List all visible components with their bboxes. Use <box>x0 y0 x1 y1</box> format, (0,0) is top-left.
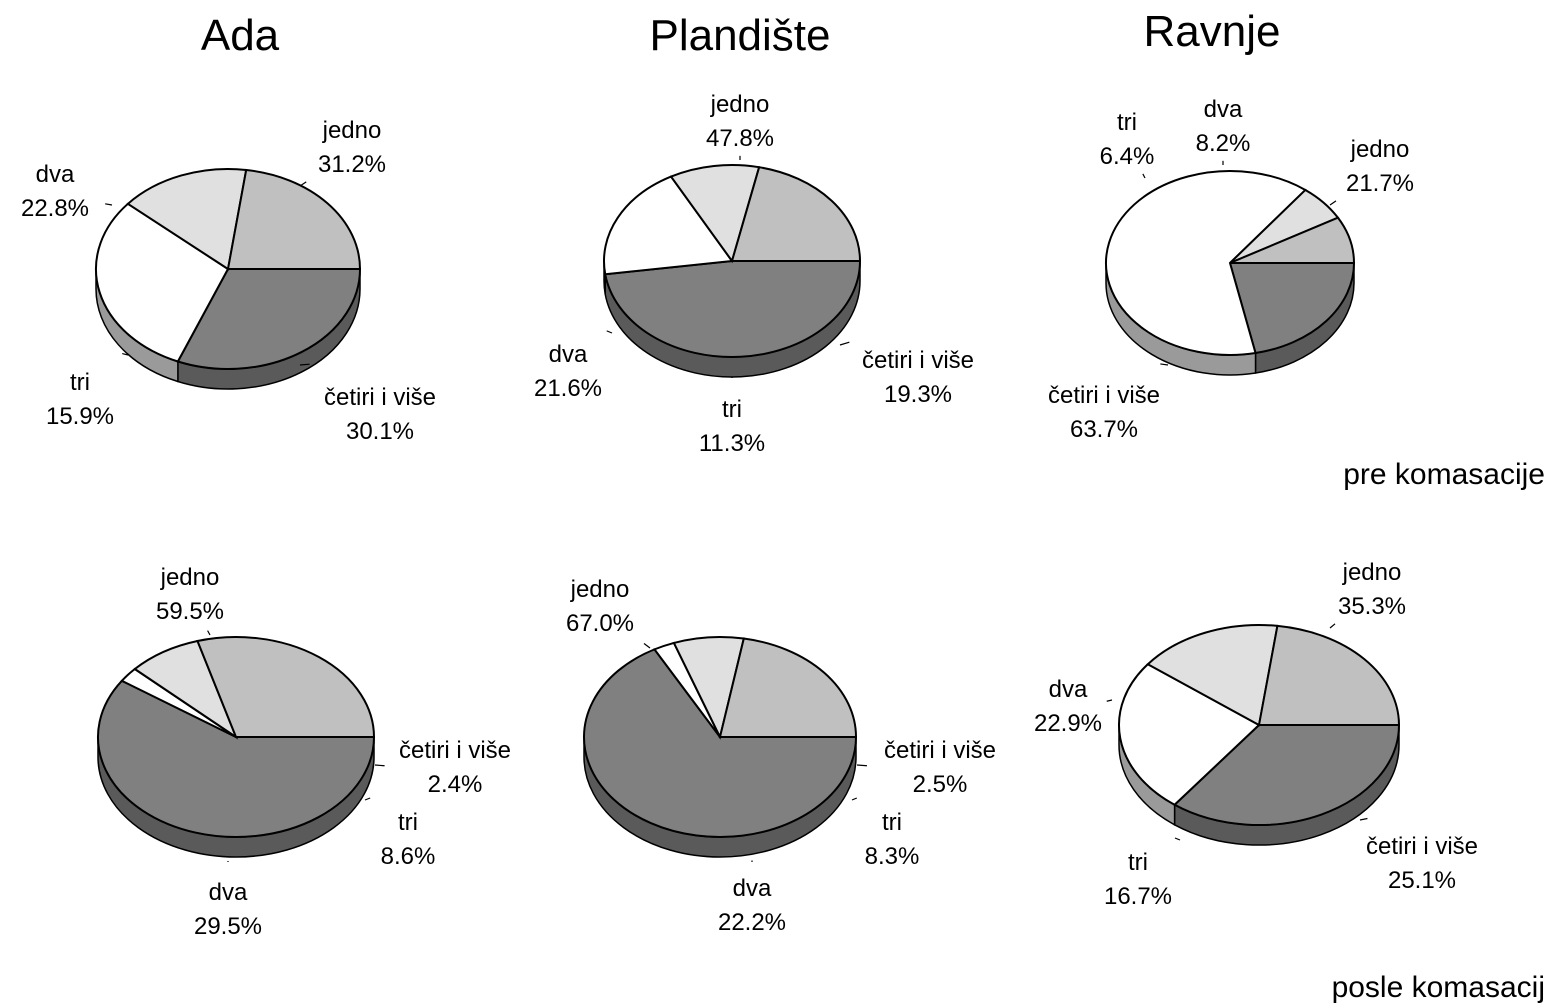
leader-line <box>299 363 310 366</box>
leader-line <box>643 643 651 649</box>
pie-plandite-posle: jedno 67.0% četiri i više 2.5% tri 8.3% dva 22.… <box>566 576 996 936</box>
slice-value-label: 22.8% <box>21 195 89 222</box>
slice-label: jedno <box>710 91 770 118</box>
leader-line <box>105 203 113 206</box>
slice-label: četiri i više <box>1366 833 1478 860</box>
slice-value-label: 30.1% <box>346 418 414 445</box>
slice-value-label: 21.7% <box>1346 170 1414 197</box>
slice-label: dva <box>36 161 75 188</box>
slice-value-label: 63.7% <box>1070 416 1138 443</box>
pie-slice-jedno <box>176 268 362 370</box>
slice-label: jedno <box>160 564 220 591</box>
pie-slice-jedno <box>583 648 858 838</box>
slice-label: dva <box>209 879 248 906</box>
slice-label: tri <box>722 396 742 423</box>
leader-line <box>364 797 371 801</box>
slice-value-label: 29.5% <box>194 913 262 940</box>
slice-label: četiri i više <box>862 347 974 374</box>
leader-line <box>1329 623 1336 629</box>
leader-line <box>851 797 858 801</box>
pie-slice-jedno <box>1228 262 1356 355</box>
slice-label: četiri i više <box>1048 382 1160 409</box>
slice-label: dva <box>549 341 588 368</box>
pie-slice-etiri-i-vie <box>95 202 230 363</box>
slice-value-label: 31.2% <box>318 151 386 178</box>
slice-value-label: 8.6% <box>381 843 436 870</box>
slice-value-label: 59.5% <box>156 598 224 625</box>
pie-ada-posle: jedno 59.5% četiri i više 2.4% tri 8.6% dva 29.… <box>97 564 511 940</box>
pie-slice-etiri-i-vie <box>1104 170 1308 356</box>
leader-line <box>122 353 129 356</box>
pie-ravnje-pre: jedno 21.7% četiri i više 63.7% tri 6.4% dva 8.… <box>1048 96 1414 443</box>
leader-line <box>1142 173 1146 179</box>
leader-line <box>606 330 613 334</box>
pie-slice-jedno <box>604 260 862 358</box>
pie-ravnje-posle: jedno 35.3% četiri i više 25.1% tri 16.7% dva 2… <box>1034 559 1478 910</box>
leader-line <box>839 341 850 346</box>
leader-line <box>207 630 211 636</box>
slice-label: četiri i više <box>399 737 511 764</box>
row-label-posle: posle komasacij <box>1332 971 1545 1004</box>
slice-label: četiri i više <box>324 384 436 411</box>
column-title-ravnje: Ravnje <box>1144 7 1281 56</box>
slice-value-label: 2.4% <box>428 771 483 798</box>
leader-line <box>1160 363 1169 366</box>
pie-slice-dva <box>730 166 862 262</box>
slice-label: dva <box>733 875 772 902</box>
pie-slice-tri <box>1146 624 1279 727</box>
slice-label: tri <box>882 809 902 836</box>
slice-value-label: 8.2% <box>1196 130 1251 157</box>
pie-slice-jedno <box>1172 724 1401 826</box>
pie-slice-dva <box>718 637 858 738</box>
slice-value-label: 2.5% <box>913 771 968 798</box>
slice-label: dva <box>1049 676 1088 703</box>
slice-value-label: 22.9% <box>1034 710 1102 737</box>
pie-slice-tri <box>126 168 248 271</box>
slice-value-label: 22.2% <box>718 909 786 936</box>
slice-value-label: 11.3% <box>699 430 765 457</box>
slice-label: jedno <box>1342 559 1402 586</box>
slice-label: tri <box>1128 849 1148 876</box>
leader-line <box>856 764 868 767</box>
slice-label: jedno <box>1350 136 1410 163</box>
slice-label: tri <box>1117 109 1137 136</box>
leader-line <box>1174 837 1181 841</box>
slice-value-label: 35.3% <box>1338 593 1406 620</box>
slice-label: dva <box>1204 96 1243 123</box>
pie-slice-dva <box>1257 624 1401 726</box>
column-title-plandiste: Plandište <box>649 11 830 60</box>
leader-line <box>1329 200 1337 206</box>
row-label-pre: pre komasacije <box>1343 458 1545 491</box>
slice-value-label: 25.1% <box>1388 867 1456 894</box>
slice-value-label: 16.7% <box>1104 883 1172 910</box>
slice-label: jedno <box>322 117 382 144</box>
pie-ada-pre: jedno 31.2% četiri i više 30.1% tri 15.9% dva 2… <box>21 117 436 445</box>
slice-value-label: 6.4% <box>1100 143 1155 170</box>
slice-label: tri <box>398 809 418 836</box>
pie-slice-etiri-i-vie <box>1118 662 1261 807</box>
leader-line <box>1359 817 1368 821</box>
pie-slice-jedno <box>97 679 376 838</box>
slice-value-label: 15.9% <box>46 403 114 430</box>
slice-value-label: 47.8% <box>706 125 774 152</box>
leader-line <box>299 181 307 187</box>
slice-label: jedno <box>570 576 630 603</box>
slice-value-label: 19.3% <box>884 381 952 408</box>
leader-line <box>374 764 385 767</box>
pie-slice-dva <box>226 168 362 270</box>
pie-slice-tri <box>669 164 761 264</box>
slice-value-label: 21.6% <box>534 375 602 402</box>
pie-slice-dva <box>196 636 376 738</box>
slice-value-label: 67.0% <box>566 610 634 637</box>
slice-label: četiri i više <box>884 737 996 764</box>
leader-line <box>1106 699 1113 702</box>
slice-label: tri <box>70 369 90 396</box>
column-title-ada: Ada <box>201 11 280 60</box>
pie-plandite-pre: jedno 47.8% četiri i više 19.3% tri 11.3% dva 2… <box>534 91 974 457</box>
slice-value-label: 8.3% <box>865 843 920 870</box>
pie-slice-etiri-i-vie <box>603 175 734 276</box>
pie-slice-dva <box>1229 216 1356 264</box>
